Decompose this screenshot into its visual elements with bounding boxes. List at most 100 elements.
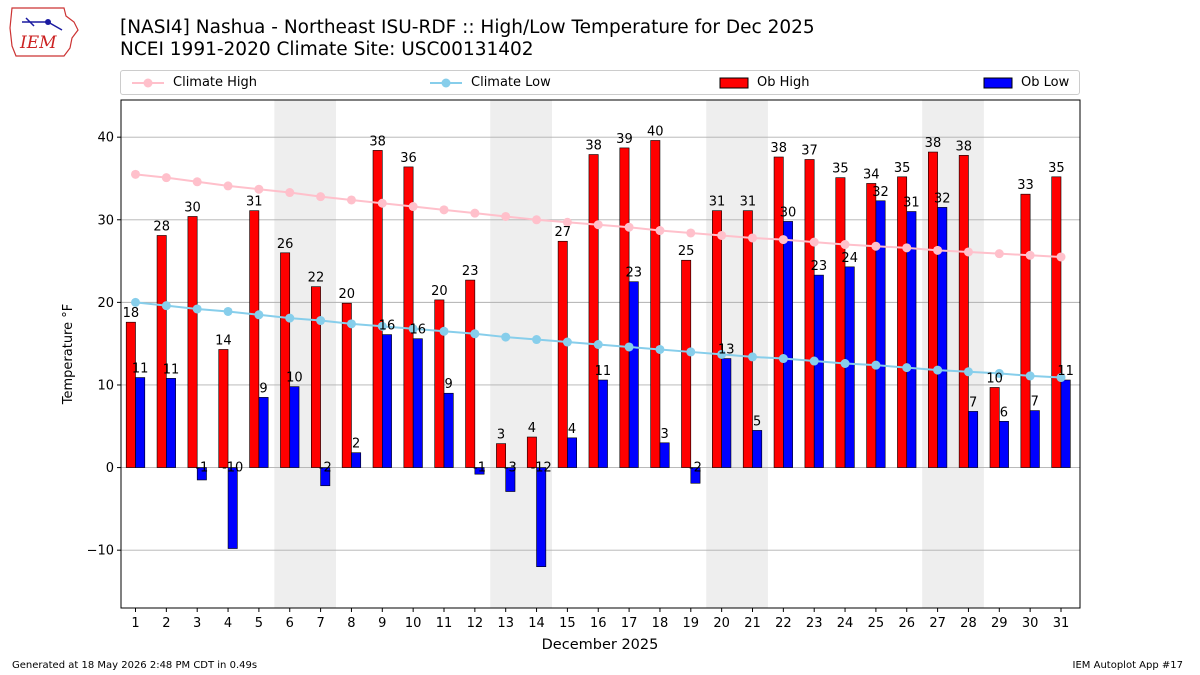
ob-low-bar [320,467,331,487]
ob-low-label: 2 [352,437,360,452]
ob-high-bar [187,216,198,468]
ob-high-bar [742,210,753,468]
climate-low-point [994,368,1004,378]
ob-high-bar [434,299,445,468]
ob-high-bar [557,240,568,468]
legend: Climate High Climate Low Ob High Ob Low [120,70,1080,95]
chart-title: [NASI4] Nashua - Northeast ISU-RDF :: Hi… [120,17,815,38]
ob-low-label: 10 [286,371,303,386]
ob-low-label: 11 [1057,364,1074,379]
climate-high-point [1056,252,1066,262]
ob-high-label: 28 [153,219,170,234]
climate-high-point [501,211,511,221]
climate-low-point [316,316,326,326]
ob-high-label: 20 [339,287,356,302]
ob-low-bar [381,334,392,468]
climate-high-point [902,243,912,253]
legend-item-ob-high: Ob High [719,71,810,94]
legend-label-ob-high: Ob High [757,75,810,90]
climate-low-point [963,367,973,377]
y-tick-label: 20 [97,296,114,311]
climate-low-point [686,347,696,357]
ob-high-bar [619,147,630,468]
climate-low-point [223,306,233,316]
ob-high-bar [712,210,722,468]
x-tick-label: 28 [960,616,977,631]
ob-low-bar [443,392,454,468]
ob-high-label: 38 [925,136,942,151]
ob-low-bar [166,378,176,468]
ob-high-bar [496,443,506,468]
climate-high-point [254,184,264,194]
climate-high-point [809,237,819,247]
climate-high-swatch [132,78,164,87]
bars [125,140,1071,567]
ob-low-label: -1 [473,461,486,476]
climate-low-point [840,358,850,368]
ob-low-bar [937,207,948,468]
x-tick-label: 19 [683,616,700,631]
climate-low-point [470,329,480,339]
ob-high-bar [897,176,908,468]
climate-low-point [254,310,264,320]
climate-low-point [532,335,542,345]
climate-low-point [408,324,418,334]
climate-low-point [501,332,511,342]
climate-high-point [933,245,943,255]
climate-low-point [161,301,171,311]
legend-item-climate-high: Climate High [131,71,257,94]
ob-high-bar [989,387,1000,468]
ob-low-bar [1060,379,1071,468]
ob-low-bar [813,274,824,468]
ob-low-bar [135,377,146,468]
ob-high-label: 3 [497,428,505,443]
ob-high-label: 38 [770,141,787,156]
ob-low-bar [721,358,732,468]
ob-low-label: 16 [379,319,396,334]
climate-low-point [377,321,387,331]
ob-low-bar [567,437,578,468]
ob-low-label: -2 [689,461,702,476]
ob-low-bar [474,467,485,475]
x-tick-label: 22 [775,616,792,631]
ob-high-label: 4 [528,421,536,436]
ob-high-bar [341,302,352,468]
ob-low-bar [505,467,516,492]
plot-frame [120,99,1081,609]
climate-high-point [871,241,881,251]
ob-high-bar [125,321,136,468]
ob-low-label: 11 [595,364,612,379]
legend-item-climate-low: Climate Low [429,71,551,94]
legend-label-ob-low: Ob Low [1021,75,1070,90]
ob-high-bar [372,150,383,468]
climate-low-point [933,365,943,375]
climate-low-point [192,304,202,314]
climate-low-point [562,337,572,347]
ob-high-label: 31 [246,195,263,210]
logo-text: IEM [19,33,57,53]
climate-low-point [593,340,603,350]
climate-low-point [624,342,634,352]
x-tick-label: 29 [991,616,1008,631]
climate-high-point [532,215,542,225]
x-tick-label: 25 [868,616,885,631]
climate-high-point [717,230,727,240]
x-tick-label: 14 [528,616,545,631]
ob-low-label: -3 [504,461,517,476]
footer-generated-text: Generated at 18 May 2026 2:48 PM CDT in … [12,660,258,671]
ob-high-bar [1051,176,1062,468]
ob-low-label: 6 [1000,405,1008,420]
ob-low-bar [196,467,207,481]
ob-high-swatch [719,77,749,88]
ob-high-bar [526,436,537,468]
ob-low-label: 23 [811,259,828,274]
ob-low-bar [690,467,701,484]
ob-high-bar [773,156,784,468]
ob-low-bar [783,221,793,468]
x-tick-label: 9 [378,616,386,631]
ob-high-bar [958,155,969,468]
ob-low-label: 11 [132,362,149,377]
ob-high-label: 25 [678,244,695,259]
ob-high-label: 39 [616,132,633,147]
ob-high-bar [588,154,599,468]
